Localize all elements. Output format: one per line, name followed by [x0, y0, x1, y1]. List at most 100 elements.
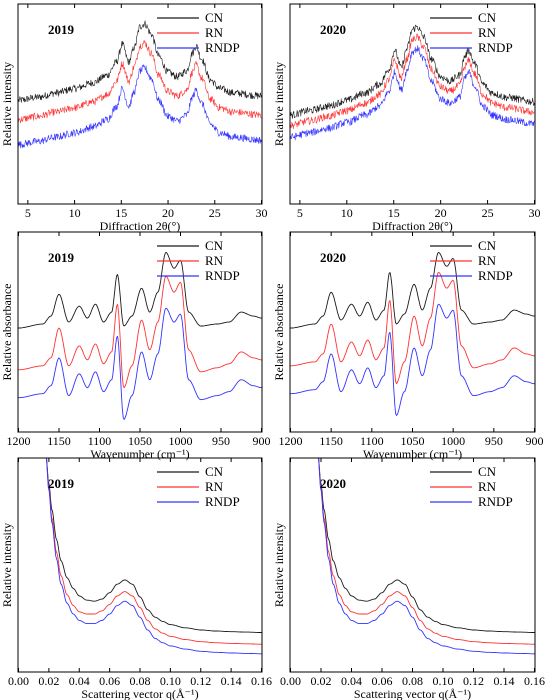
panel-saxs-2019: 0.00 0.02 0.04 0.06 0.08 0.10 0.12 0.14 0.16 Scat…: [0, 457, 272, 700]
series-line-rndp: [317, 458, 535, 655]
panel-saxs-2020: 0.00 0.02 0.04 0.06 0.08 0.10 0.12 0.14 0.16 Scat…: [272, 457, 545, 700]
x-axis-label: Scattering vector q(Å⁻¹): [81, 687, 198, 700]
series-line-rn: [290, 271, 535, 385]
x-tick-label: 20: [435, 206, 447, 220]
x-tick-label: 1100: [360, 434, 384, 448]
series-line-cn: [18, 20, 262, 103]
x-tick-label: 30: [256, 206, 268, 220]
series-group: [290, 24, 535, 141]
series-line-rn: [317, 458, 535, 645]
x-tick-label: 1000: [169, 434, 193, 448]
series-line-rn: [45, 458, 262, 645]
y-axis-label: Relative intensity: [272, 523, 286, 607]
y-axis-label: Relative intensity: [0, 523, 14, 607]
x-axis-label: Diffraction 2θ(°): [100, 219, 181, 233]
y-axis-label: Relative intensity: [0, 62, 14, 146]
x-tick-label: 15: [115, 206, 127, 220]
legend-label-rn: RN: [478, 253, 497, 268]
x-tick-label: 0.02: [311, 674, 332, 688]
series-line-cn: [45, 458, 262, 633]
x-tick-label: 0.06: [372, 674, 393, 688]
x-tick-label: 1050: [401, 434, 425, 448]
x-tick-label: 0.14: [494, 674, 515, 688]
x-tick-label: 950: [485, 434, 503, 448]
y-axis-label: Relative absorbance: [272, 284, 286, 381]
x-tick-label: 1200: [279, 434, 303, 448]
x-tick-label: 1150: [319, 434, 343, 448]
x-axis-label: Diffraction 2θ(°): [372, 219, 453, 233]
legend-label-rndp: RNDP: [205, 268, 240, 283]
x-tick-label: 25: [209, 206, 221, 220]
x-tick-label: 950: [212, 434, 230, 448]
series-group: [18, 251, 262, 420]
x-tick-label: 0.12: [190, 674, 211, 688]
year-label: 2019: [48, 250, 75, 265]
legend-label-cn: CN: [478, 10, 497, 25]
x-tick-label: 0.08: [130, 674, 151, 688]
year-label: 2020: [320, 22, 346, 37]
x-tick-label: 1100: [88, 434, 112, 448]
x-tick-label: 0.00: [280, 674, 301, 688]
series-line-cn: [318, 458, 535, 633]
x-tick-label: 0.10: [433, 674, 454, 688]
series-line-rn: [18, 40, 262, 124]
x-tick-label: 25: [482, 206, 494, 220]
x-tick-label: 0.14: [221, 674, 242, 688]
x-tick-label: 0.08: [402, 674, 423, 688]
series-line-rndp: [45, 458, 262, 655]
x-tick-label: 15: [388, 206, 400, 220]
series-line-rndp: [290, 303, 535, 416]
series-group: [18, 20, 262, 149]
plot-frame: [289, 3, 536, 205]
panel-xrd-2020: 5 10 15 20 25 30 Diffraction 2θ(°) Relative int…: [272, 3, 541, 233]
year-label: 2019: [48, 476, 75, 491]
x-tick-label: 0.04: [341, 674, 362, 688]
x-tick-label: 10: [341, 206, 353, 220]
x-tick-label: 1000: [441, 434, 465, 448]
series-line-rndp: [18, 307, 262, 420]
legend-label-rn: RN: [205, 25, 224, 40]
legend-label-rn: RN: [478, 25, 497, 40]
series-group: [317, 458, 535, 655]
series-line-rndp: [18, 64, 262, 149]
legend-label-cn: CN: [205, 464, 224, 479]
legend-label-rndp: RNDP: [478, 494, 513, 509]
legend-label-cn: CN: [478, 464, 497, 479]
x-tick-label: 1200: [7, 434, 31, 448]
series-line-rn: [290, 33, 535, 130]
y-axis-label: Relative intensity: [272, 62, 286, 146]
x-tick-label: 5: [297, 206, 303, 220]
x-tick-label: 0.04: [69, 674, 90, 688]
year-label: 2019: [48, 22, 75, 37]
legend-label-rn: RN: [205, 479, 224, 494]
x-tick-label: 900: [253, 434, 271, 448]
panel-xrd-2019: 5 10 15 20 25 30 Diffraction 2θ(°) Relative int…: [0, 3, 268, 233]
x-tick-label: 0.16: [251, 674, 272, 688]
x-tick-label: 0.10: [160, 674, 181, 688]
series-line-cn: [290, 24, 535, 119]
legend-label-rn: RN: [205, 253, 224, 268]
legend-label-rndp: RNDP: [478, 40, 513, 55]
series-line-rn: [18, 275, 262, 389]
year-label: 2020: [320, 250, 346, 265]
series-line-cn: [290, 251, 535, 329]
series-group: [45, 458, 262, 655]
legend-label-cn: CN: [478, 238, 497, 253]
plot-frame: [17, 3, 263, 205]
series-line-rndp: [290, 45, 535, 141]
legend-label-rndp: RNDP: [205, 40, 240, 55]
legend-label-cn: CN: [205, 10, 224, 25]
x-tick-label: 0.02: [38, 674, 59, 688]
x-tick-label: 0.16: [524, 674, 545, 688]
series-group: [290, 251, 535, 416]
legend-label-rn: RN: [478, 479, 497, 494]
legend-label-cn: CN: [205, 238, 224, 253]
x-tick-label: 20: [162, 206, 174, 220]
